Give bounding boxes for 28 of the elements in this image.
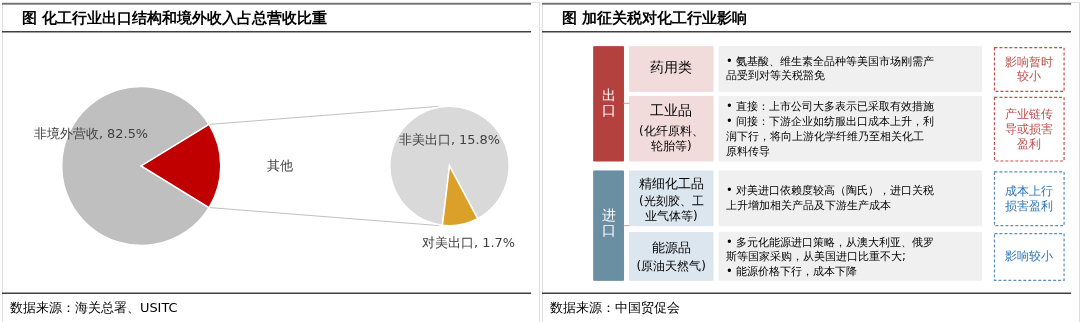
text: 进口: [601, 206, 616, 238]
text: (原油天然气): [636, 259, 706, 274]
text: • 对美进口依赖度较高（陶氏），进口关税上升增加相关产品及下游生产成本: [725, 182, 935, 212]
pie-slice: [389, 105, 510, 226]
source-note: 数据来源：海关总署、USITC: [9, 300, 178, 316]
text: 成本上行损害盈利: [1005, 182, 1054, 213]
text: 影响较小: [1005, 248, 1054, 264]
slice-label: 非美出口, 15.8%: [398, 132, 501, 148]
text: 出口: [601, 87, 616, 119]
chart-title: 图 化工行业出口结构和境外收入占总营收比重: [21, 8, 328, 27]
text: • 多元化能源进口策略，从澳大利亚、俄罗斯等国家采购，从美国进口比重不大;: [725, 234, 935, 264]
text: 工业品: [650, 102, 693, 119]
text: 影响暂时较小: [1005, 53, 1054, 84]
text: • 能源价格下行，成本下降: [725, 264, 858, 279]
text: 精细化工品: [638, 175, 704, 191]
slice-label: 非境外营收, 82.5%: [33, 125, 149, 141]
text: 能源品: [651, 240, 691, 256]
text: 产业链传导或损害盈利: [1005, 106, 1054, 152]
text: 药用类: [650, 59, 693, 76]
slice-label: 对美出口, 1.7%: [422, 235, 516, 251]
text: • 直接：上市公司大多表示已采取有效措施: [725, 99, 935, 114]
text: 图 加征关税对化工行业影响: [561, 8, 748, 27]
text: • 氨基酸、维生素全品种等美国市场刚需产品受到对等关税豁免: [725, 53, 935, 83]
slice-label: 其他: [267, 157, 294, 173]
text: • 间接：下游企业如纺服出口成本上升，利润下行，将向上游化学纤维乃至相关化工原料传导: [725, 114, 935, 159]
source-note: 数据来源：中国贸促会: [549, 300, 680, 316]
text: (光刻胶、工业气体等): [638, 193, 704, 223]
text: (化纤原料、轮胎等): [638, 124, 704, 154]
